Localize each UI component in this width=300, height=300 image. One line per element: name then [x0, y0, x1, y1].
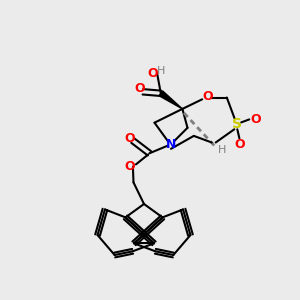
Text: O: O	[147, 67, 158, 80]
Polygon shape	[159, 91, 182, 109]
Text: O: O	[250, 113, 261, 126]
Text: O: O	[234, 138, 245, 152]
Text: O: O	[134, 82, 145, 95]
Text: O: O	[124, 160, 135, 173]
Text: H: H	[157, 66, 165, 76]
Text: S: S	[232, 117, 242, 131]
Text: O: O	[202, 89, 213, 103]
Text: H: H	[218, 145, 226, 155]
Text: N: N	[166, 138, 176, 151]
Text: O: O	[124, 132, 135, 145]
